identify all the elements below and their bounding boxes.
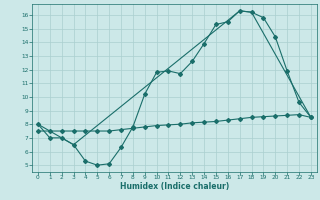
X-axis label: Humidex (Indice chaleur): Humidex (Indice chaleur) [120, 182, 229, 191]
